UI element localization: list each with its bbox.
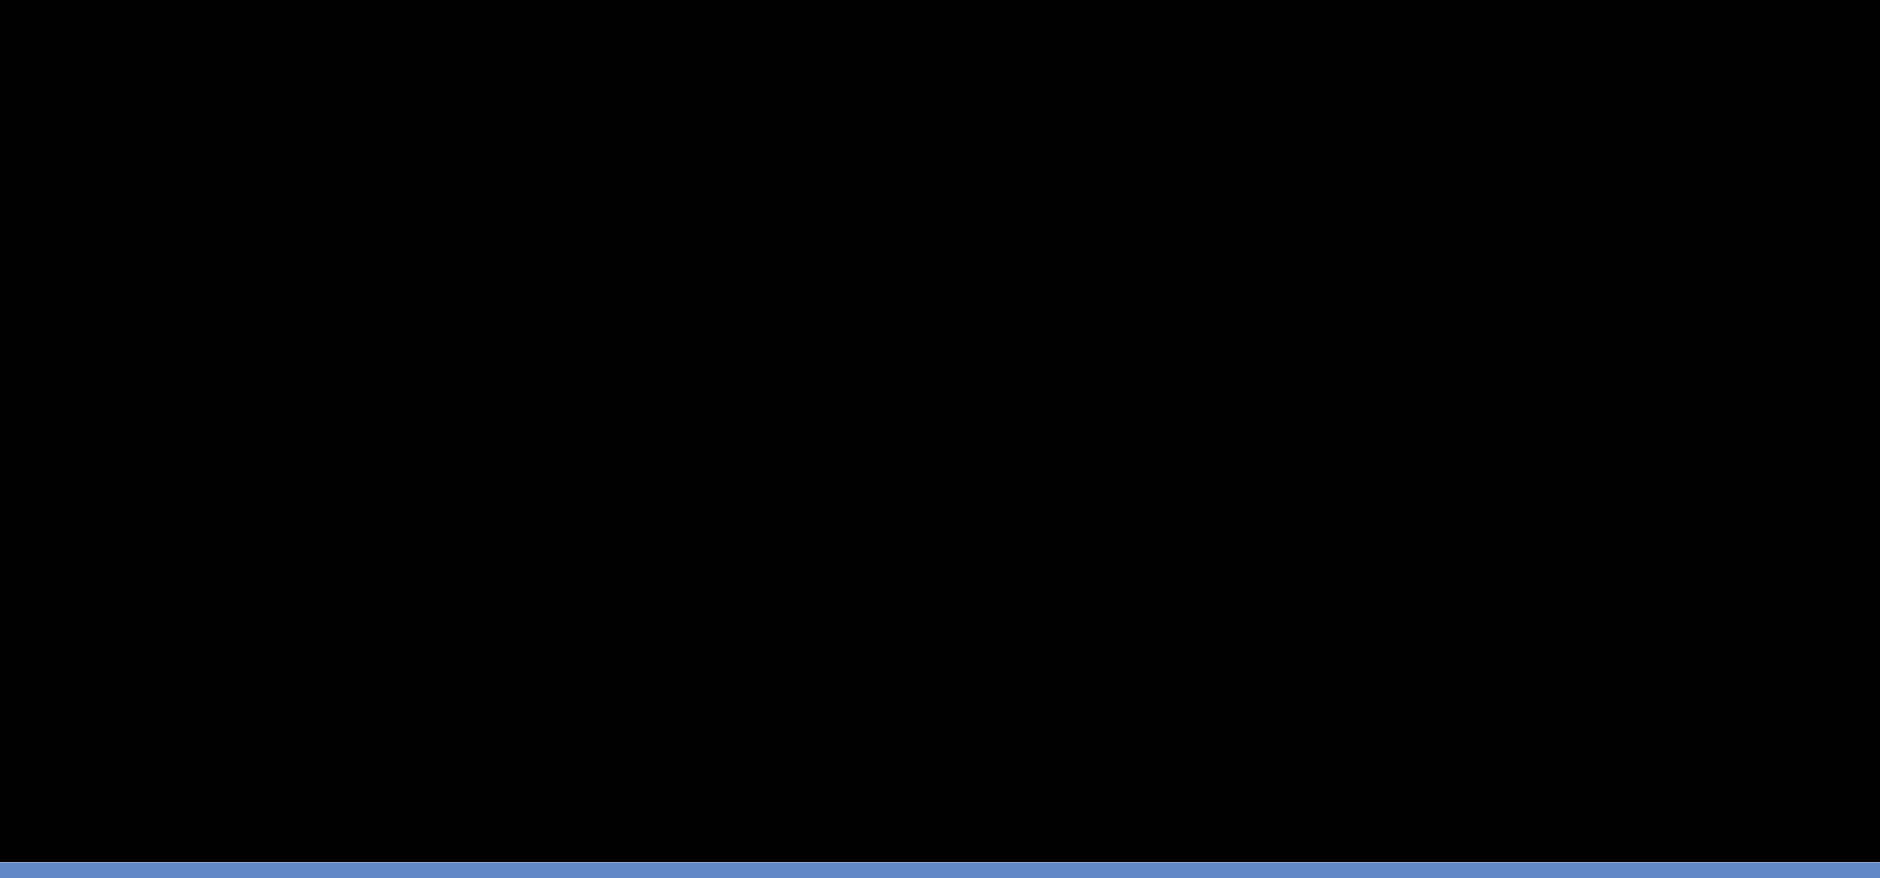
status-bar: [0, 862, 1880, 878]
price-chart-canvas[interactable]: [0, 0, 1880, 450]
oscillator-chart-canvas[interactable]: [0, 450, 1880, 862]
